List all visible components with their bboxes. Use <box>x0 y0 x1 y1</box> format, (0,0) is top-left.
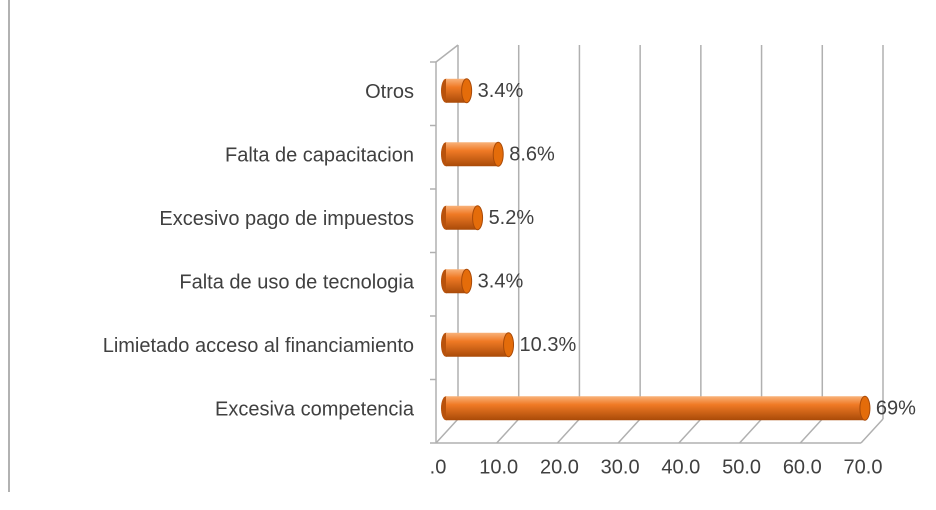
floor-grid-line <box>678 418 702 444</box>
y-tick-label: Limietado acceso al financiamiento <box>103 335 414 357</box>
value-label: 3.4% <box>478 271 524 293</box>
x-tick-label: 10.0 <box>479 456 518 478</box>
value-label: 69% <box>876 398 916 420</box>
value-label: 5.2% <box>489 207 535 229</box>
wall-edge <box>435 44 459 63</box>
y-tick-label: Excesivo pago de impuestos <box>159 208 414 230</box>
x-tick-label: 60.0 <box>783 456 822 478</box>
x-tick-label: 40.0 <box>661 456 700 478</box>
x-tick-label: 70.0 <box>844 456 883 478</box>
y-tick-label: Falta de capacitacion <box>225 145 414 167</box>
floor-grid-line <box>556 418 580 444</box>
bar <box>446 142 499 167</box>
x-tick-label: 20.0 <box>540 456 579 478</box>
floor-grid-line <box>496 418 520 444</box>
floor-grid-line <box>739 418 763 444</box>
floor-grid-line <box>435 418 459 444</box>
y-tick-label: Excesiva competencia <box>215 399 415 421</box>
bar-cap <box>859 395 871 421</box>
x-tick-label: .0 <box>430 456 447 478</box>
bar <box>446 396 865 421</box>
bar-cap <box>461 268 473 294</box>
bar-cap <box>492 141 504 167</box>
floor-grid-line <box>617 418 641 444</box>
bar <box>446 78 467 103</box>
floor-grid-line <box>860 418 884 444</box>
y-tick-label: Falta de uso de tecnologia <box>179 272 414 294</box>
value-label: 8.6% <box>509 144 555 166</box>
x-tick-label: 30.0 <box>601 456 640 478</box>
bar-cap <box>503 332 515 358</box>
value-label: 3.4% <box>478 80 524 102</box>
x-tick-label: 50.0 <box>722 456 761 478</box>
value-label: 10.3% <box>520 334 577 356</box>
bar-cap <box>472 205 484 231</box>
bar <box>446 332 509 357</box>
bar-cap <box>461 78 473 104</box>
y-tick-label: Otros <box>365 81 414 103</box>
floor-grid-line <box>799 418 823 444</box>
bar <box>446 269 467 294</box>
